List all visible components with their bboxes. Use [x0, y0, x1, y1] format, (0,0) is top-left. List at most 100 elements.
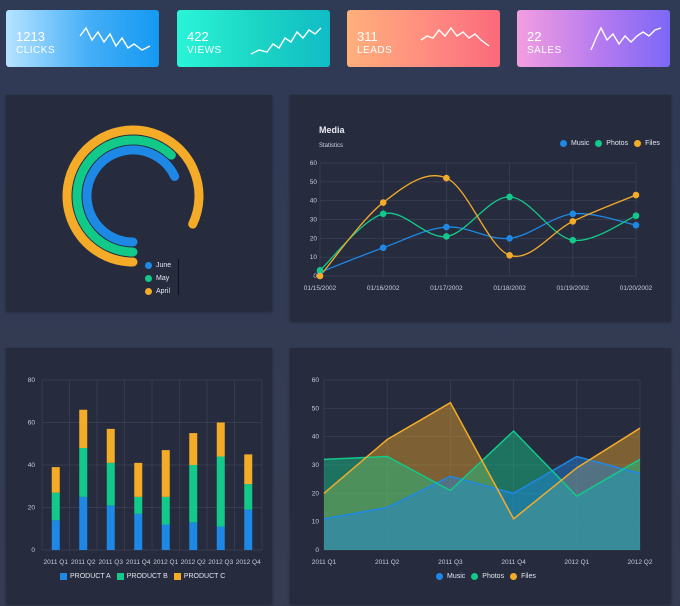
legend-dot — [471, 573, 479, 580]
kpi-value: 22 — [527, 29, 542, 44]
area-chart-panel: 0 10 20 30 40 50 60 2011 Q1 2011 Q2 2011 Q3 2011 Q… — [290, 348, 671, 604]
legend-dot — [145, 275, 152, 282]
bar-legend: PRODUCT A PRODUCT B PRODUCT C — [60, 570, 225, 583]
data-point — [443, 174, 450, 182]
kpi-value: 422 — [187, 29, 209, 44]
y-tick-label: 10 — [312, 519, 320, 526]
legend-item-music[interactable]: Music — [436, 570, 465, 583]
series-line-files — [319, 175, 637, 277]
y-tick-label: 80 — [28, 377, 36, 384]
sparkline-icon — [250, 27, 322, 55]
y-tick-label: 30 — [312, 462, 320, 469]
kpi-card-sales[interactable]: 22 SALES — [517, 10, 670, 67]
x-tick-label: 01/15/2002 — [304, 285, 337, 292]
legend-item-may[interactable]: May — [145, 272, 171, 285]
sparkline-icon — [79, 26, 151, 51]
line-chart: 0 10 20 30 40 50 60 01/15/2002 01/16/2002 01/17/2… — [304, 160, 653, 292]
bar-segment — [106, 428, 115, 463]
legend-item-april[interactable]: April — [145, 285, 171, 298]
x-tick-label: 01/20/2002 — [620, 285, 653, 292]
y-tick-label: 60 — [312, 377, 320, 384]
legend-label: Photos — [606, 140, 629, 147]
bar-segment — [79, 496, 88, 550]
bar-segment — [106, 505, 115, 550]
bar-segment — [216, 422, 225, 457]
x-tick-label: 2011 Q4 — [501, 559, 526, 566]
legend-dot — [634, 140, 642, 147]
x-tick-label: 2012 Q2 — [181, 559, 206, 566]
legend-label: May — [156, 275, 170, 282]
legend-item-files[interactable]: Files — [634, 137, 660, 150]
radial-legend: June May April — [145, 259, 171, 298]
legend-item-product-b[interactable]: PRODUCT B — [116, 570, 168, 583]
bar-segment — [79, 409, 88, 448]
legend-item-files[interactable]: Files — [510, 570, 536, 583]
data-point — [569, 236, 577, 244]
data-point — [506, 193, 513, 201]
kpi-card-views[interactable]: 422 VIEWS — [177, 10, 330, 67]
legend-item-product-c[interactable]: PRODUCT C — [173, 570, 226, 583]
bar-segment — [134, 513, 143, 550]
x-tick-label: 01/16/2002 — [367, 285, 400, 292]
data-point — [443, 223, 450, 231]
legend-item-june[interactable]: June — [145, 259, 171, 272]
x-tick-label: 2011 Q2 — [375, 559, 400, 566]
area-line-music — [323, 455, 641, 520]
kpi-card-leads[interactable]: 311 LEADS — [347, 10, 500, 67]
legend-item-music[interactable]: Music — [560, 137, 589, 150]
x-tick-label: 01/17/2002 — [430, 285, 463, 292]
x-tick-label: 2012 Q2 — [628, 559, 653, 566]
data-point — [316, 267, 324, 274]
legend-item-photos[interactable]: Photos — [471, 570, 504, 583]
y-tick-label: 60 — [28, 420, 36, 427]
sparkline-icon — [590, 26, 662, 51]
chart-title: Media — [319, 125, 345, 135]
radial-bar-panel: June May April — [6, 95, 272, 311]
x-tick-label: 2011 Q4 — [126, 559, 151, 566]
data-point — [316, 272, 324, 280]
legend-dot — [145, 262, 152, 269]
bar-segment — [244, 509, 253, 550]
x-tick-label: 2011 Q1 — [44, 559, 69, 566]
x-tick-label: 2012 Q4 — [236, 559, 261, 566]
stacked-bar-panel: 0 20 40 60 80 2011 Q1 2011 Q2 2011 Q3 2011 Q4 201… — [6, 348, 272, 604]
x-tick-label: 2011 Q3 — [438, 559, 463, 566]
series-line-music — [319, 212, 637, 273]
data-point — [632, 212, 640, 220]
line-chart-panel: 0 10 20 30 40 50 60 01/15/2002 01/16/2002 01/17/2… — [290, 95, 671, 321]
legend-label: PRODUCT C — [183, 573, 226, 580]
y-tick-label: 0 — [315, 547, 319, 554]
data-point — [569, 210, 577, 218]
legend-dot — [145, 288, 152, 295]
legend-label: June — [156, 262, 172, 269]
bar-segment — [51, 520, 60, 550]
series-line-photos — [319, 196, 637, 271]
radial-bar-may — [72, 135, 176, 257]
area-fill-files — [324, 402, 640, 550]
legend-item-photos[interactable]: Photos — [595, 137, 628, 150]
x-tick-label: 2011 Q3 — [99, 559, 124, 566]
kpi-card-clicks[interactable]: 1213 CLICKS — [6, 10, 159, 67]
data-point — [379, 199, 387, 206]
legend-swatch — [173, 573, 181, 580]
legend-label: Files — [521, 573, 536, 580]
data-point — [443, 233, 450, 240]
legend-dot — [595, 140, 603, 147]
legend-label: Music — [571, 140, 590, 147]
y-tick-label: 60 — [310, 160, 318, 167]
y-tick-label: 50 — [312, 405, 320, 412]
bar-segment — [216, 526, 225, 550]
data-point — [379, 210, 387, 218]
kpi-label: VIEWS — [187, 45, 222, 56]
sparkline-icon — [420, 26, 490, 47]
y-tick-label: 40 — [28, 462, 36, 469]
bar-segment — [189, 522, 198, 550]
kpi-value: 311 — [357, 29, 378, 44]
legend-item-product-a[interactable]: PRODUCT A — [60, 570, 111, 583]
area-chart: 0 10 20 30 40 50 60 2011 Q1 2011 Q2 2011 Q3 2011 Q… — [312, 377, 653, 566]
kpi-value: 1213 — [16, 29, 45, 44]
data-point — [632, 221, 640, 229]
radial-bar-chart — [62, 125, 204, 267]
bar-segment — [134, 462, 143, 497]
